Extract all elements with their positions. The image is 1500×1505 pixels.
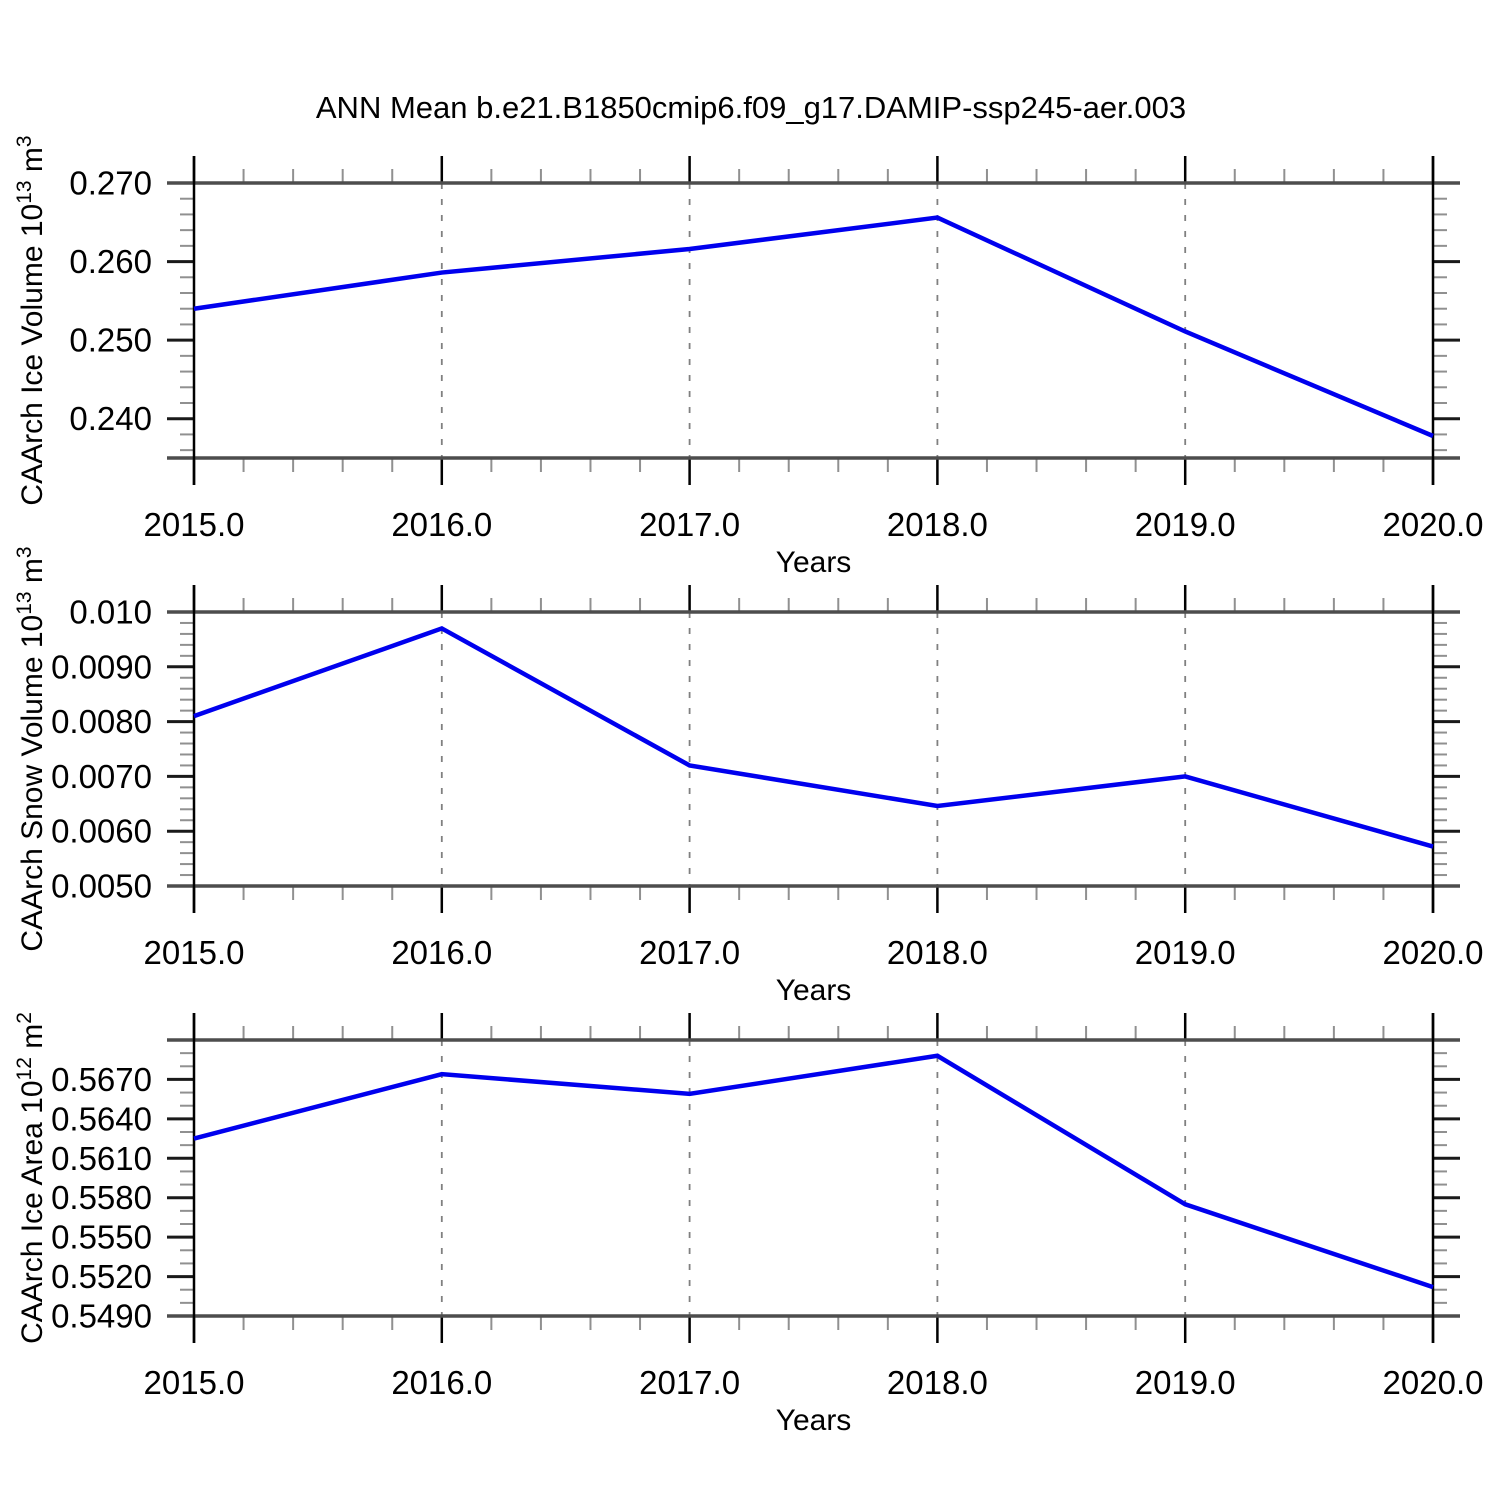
y-major-ticks — [167, 1038, 1460, 1318]
x-tick-labels: 2015.0 2016.0 2017.0 2018.0 2019.0 2020.0 — [144, 934, 1484, 971]
x-tick-label: 2016.0 — [391, 506, 492, 543]
x-minor-ticks — [242, 598, 1385, 900]
y-tick-labels: 0.56700.56400.56100.55800.55500.55200.54… — [51, 1061, 152, 1335]
y-tick-label: 0.0050 — [51, 868, 152, 905]
plot-frame — [167, 585, 1460, 913]
x-tick-label: 2015.0 — [144, 1364, 245, 1401]
x-tick-label: 2015.0 — [144, 934, 245, 971]
gridlines — [440, 1040, 1187, 1316]
y-axis-title-sup: 2 — [13, 1012, 36, 1024]
x-tick-label: 2018.0 — [887, 934, 988, 971]
snow-volume-line — [193, 625, 1434, 849]
y-axis-title-text: m — [16, 1024, 49, 1057]
x-tick-label: 2019.0 — [1135, 506, 1236, 543]
x-tick-label: 2017.0 — [639, 506, 740, 543]
x-tick-label: 2018.0 — [887, 1364, 988, 1401]
y-axis-title: CAArch Ice Volume 1013 m3 — [13, 135, 49, 505]
y-axis-title-text: CAArch Ice Area 10 — [16, 1080, 49, 1343]
y-tick-label: 0.5610 — [51, 1140, 152, 1177]
x-tick-label: 2019.0 — [1135, 934, 1236, 971]
y-tick-labels: 0.010 0.0090 0.0080 0.0070 0.0060 0.0050 — [51, 594, 152, 905]
y-axis-title-sup: 13 — [13, 591, 36, 614]
gridlines — [440, 183, 1187, 458]
y-tick-label: 0.270 — [69, 165, 152, 202]
plot-frame — [167, 1013, 1460, 1343]
ice-area-line — [193, 1053, 1434, 1290]
y-axis-title-text: m — [16, 558, 49, 591]
y-major-ticks — [167, 610, 1460, 888]
x-major-ticks — [192, 156, 1435, 485]
x-tick-label: 2018.0 — [887, 506, 988, 543]
y-tick-label: 0.5490 — [51, 1298, 152, 1335]
figure-title: ANN Mean b.e21.B1850cmip6.f09_g17.DAMIP-… — [316, 90, 1186, 125]
y-axis-title-sup: 3 — [13, 546, 36, 558]
y-tick-label: 0.5520 — [51, 1258, 152, 1295]
y-tick-label: 0.5670 — [51, 1061, 152, 1098]
y-tick-label: 0.5580 — [51, 1179, 152, 1216]
x-major-ticks — [192, 585, 1435, 913]
x-tick-label: 2017.0 — [639, 1364, 740, 1401]
y-tick-labels: 0.270 0.260 0.250 0.240 — [69, 165, 152, 438]
y-major-ticks — [167, 181, 1460, 421]
y-minor-ticks — [180, 1052, 1447, 1304]
x-minor-ticks — [242, 1026, 1385, 1330]
x-minor-ticks — [242, 169, 1385, 472]
y-axis-title-text: CAArch Ice Volume 10 — [16, 204, 49, 506]
y-tick-label: 0.0070 — [51, 758, 152, 795]
y-tick-label: 0.010 — [69, 594, 152, 631]
y-tick-label: 0.0080 — [51, 703, 152, 740]
x-axis-title: Years — [776, 1404, 852, 1437]
y-tick-label: 0.240 — [69, 400, 152, 437]
y-tick-label: 0.5640 — [51, 1100, 152, 1137]
x-tick-label: 2019.0 — [1135, 1364, 1236, 1401]
y-tick-label: 0.260 — [69, 243, 152, 280]
x-major-ticks — [192, 1013, 1435, 1343]
panel-ice-area: 0.56700.56400.56100.55800.55500.55200.54… — [13, 1012, 1483, 1437]
y-tick-label: 0.250 — [69, 322, 152, 359]
x-tick-labels: 2015.0 2016.0 2017.0 2018.0 2019.0 2020.0 — [144, 1364, 1484, 1401]
ice-volume-line — [193, 215, 1434, 439]
x-tick-label: 2020.0 — [1383, 506, 1484, 543]
y-axis-title-text: m — [16, 147, 49, 180]
x-tick-labels: 2015.0 2016.0 2017.0 2018.0 2019.0 2020.0 — [144, 506, 1484, 543]
y-axis-title-sup: 13 — [13, 180, 36, 203]
y-tick-label: 0.5550 — [51, 1219, 152, 1256]
y-axis-title-sup: 3 — [13, 135, 36, 147]
y-axis-title-sup: 12 — [13, 1057, 36, 1080]
panel-snow-volume: 0.010 0.0090 0.0080 0.0070 0.0060 0.0050 2015.… — [13, 546, 1483, 1007]
x-tick-label: 2016.0 — [391, 934, 492, 971]
y-axis-title: CAArch Snow Volume 1013 m3 — [13, 546, 49, 951]
x-tick-label: 2017.0 — [639, 934, 740, 971]
x-tick-label: 2020.0 — [1383, 934, 1484, 971]
gridlines — [440, 612, 1187, 886]
x-tick-label: 2016.0 — [391, 1364, 492, 1401]
y-minor-ticks — [180, 197, 1447, 452]
y-tick-label: 0.0060 — [51, 813, 152, 850]
x-tick-label: 2020.0 — [1383, 1364, 1484, 1401]
y-tick-label: 0.0090 — [51, 648, 152, 685]
y-minor-ticks — [180, 621, 1447, 877]
x-tick-label: 2015.0 — [144, 506, 245, 543]
y-axis-title: CAArch Ice Area 1012 m2 — [13, 1012, 49, 1344]
x-axis-title: Years — [776, 546, 852, 579]
x-axis-title: Years — [776, 974, 852, 1007]
plot-frame — [167, 156, 1460, 485]
y-axis-title-text: CAArch Snow Volume 10 — [16, 615, 49, 952]
